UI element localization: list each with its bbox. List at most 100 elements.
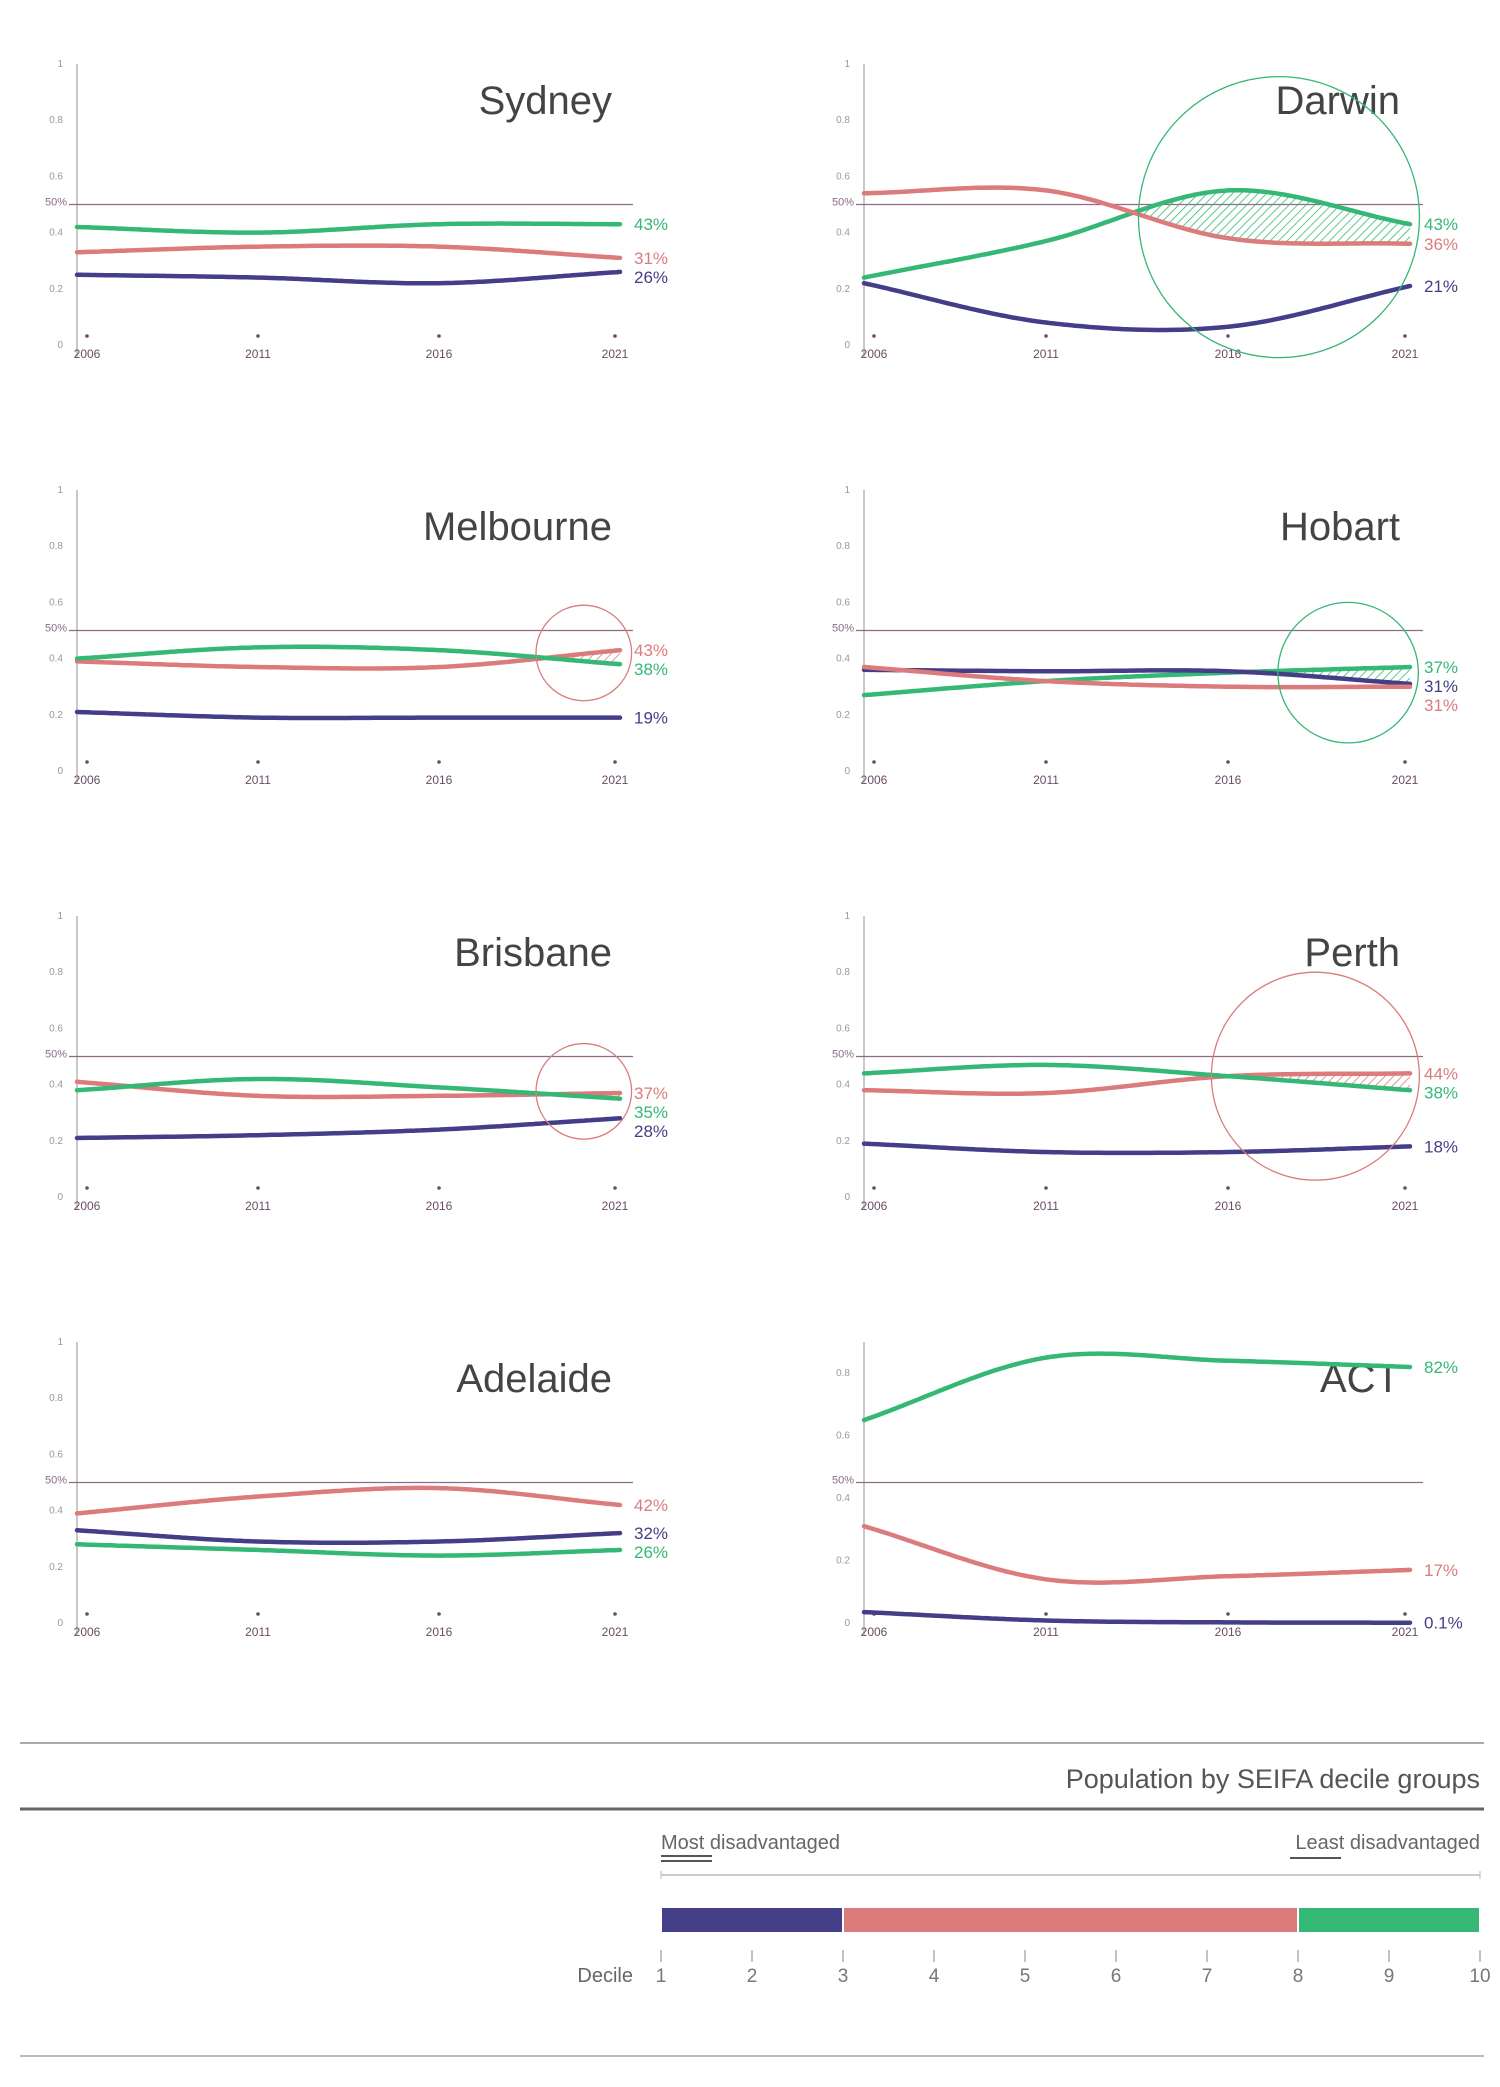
end-value-label: 43%	[634, 641, 668, 660]
end-value-label: 37%	[1424, 658, 1458, 677]
year-marker	[1226, 760, 1230, 764]
fifty-percent-label: 50%	[832, 623, 854, 635]
year-marker	[1226, 1612, 1230, 1616]
year-marker	[1226, 1186, 1230, 1190]
y-tick-label: 1	[57, 59, 63, 70]
x-tick-label: 2011	[245, 1199, 271, 1213]
decile-group-most	[662, 1908, 842, 1932]
chart-title: Brisbane	[454, 931, 612, 975]
x-tick-label: 2006	[74, 347, 101, 361]
end-value-label: 82%	[1424, 1358, 1458, 1377]
year-marker	[256, 334, 260, 338]
decile-group-middle	[844, 1908, 1297, 1932]
chart-darwin: 0 0.2 0.4 0.6 0.8 1 50% 2006 2011 2016 2021 Darwin 4…	[832, 59, 1458, 361]
year-marker	[85, 760, 89, 764]
fifty-percent-label: 50%	[45, 1049, 67, 1061]
x-tick-label: 2016	[426, 773, 453, 787]
end-value-label: 44%	[1424, 1064, 1458, 1083]
least-disadvantaged-label: Least disadvantaged	[1295, 1832, 1480, 1854]
decile-axis-label: Decile	[577, 1965, 633, 1987]
series-line-most	[861, 1141, 1413, 1156]
x-tick-label: 2016	[426, 1199, 453, 1213]
series-line-most	[74, 269, 623, 286]
x-tick-label: 2006	[74, 773, 101, 787]
series-line-least	[861, 1351, 1413, 1423]
end-value-label: 35%	[634, 1103, 668, 1122]
series-line-middle	[74, 647, 623, 671]
y-tick-label: 0.6	[49, 1449, 63, 1460]
y-tick-label: 0.4	[49, 228, 63, 239]
fifty-percent-label: 50%	[45, 1475, 67, 1487]
chart-title: Perth	[1304, 931, 1400, 975]
decile-label: 2	[747, 1966, 758, 1987]
end-value-label: 31%	[1424, 696, 1458, 715]
end-value-label: 43%	[634, 215, 668, 234]
fifty-percent-label: 50%	[45, 197, 67, 209]
year-marker	[85, 1612, 89, 1616]
y-tick-label: 0.4	[49, 654, 63, 665]
x-tick-label: 2011	[245, 1625, 271, 1639]
decile-group-least	[1299, 1908, 1479, 1932]
chart-sydney: 0 0.2 0.4 0.6 0.8 1 50% 2006 2011 2016 2021 Sydney 4…	[45, 59, 668, 361]
y-tick-label: 0.8	[836, 115, 850, 126]
chart-title: Melbourne	[423, 505, 612, 549]
end-value-label: 37%	[634, 1084, 668, 1103]
y-tick-label: 1	[57, 911, 63, 922]
end-value-label: 38%	[634, 660, 668, 679]
series-line-middle	[861, 1523, 1413, 1585]
x-tick-label: 2011	[1033, 1625, 1059, 1639]
series-line-most	[74, 709, 623, 721]
series-line-most	[861, 280, 1413, 333]
x-tick-label: 2016	[1215, 1625, 1242, 1639]
chart-perth: 0 0.2 0.4 0.6 0.8 1 50% 2006 2011 2016 2021 Perth 44…	[832, 911, 1458, 1213]
series-line-least	[74, 221, 623, 235]
year-marker	[1044, 760, 1048, 764]
series-line-middle	[861, 185, 1413, 247]
end-value-label: 42%	[634, 1496, 668, 1515]
year-marker	[1044, 1186, 1048, 1190]
highlight-circle	[535, 1042, 633, 1140]
end-value-label: 0.1%	[1424, 1614, 1463, 1633]
year-marker	[872, 334, 876, 338]
x-tick-label: 2016	[426, 347, 453, 361]
y-tick-label: 0	[844, 766, 850, 777]
end-value-label: 19%	[634, 709, 668, 728]
y-tick-label: 0.2	[836, 1136, 850, 1147]
x-tick-label: 2021	[602, 1199, 629, 1213]
x-tick-label: 2011	[1033, 1199, 1059, 1213]
end-value-label: 18%	[1424, 1137, 1458, 1156]
most-disadvantaged-label: Most disadvantaged	[661, 1832, 840, 1854]
x-tick-label: 2021	[602, 1625, 629, 1639]
decile-label: 7	[1202, 1966, 1213, 1987]
y-tick-label: 0.2	[49, 1562, 63, 1573]
year-marker	[85, 334, 89, 338]
end-value-label: 21%	[1424, 277, 1458, 296]
series-line-middle	[861, 664, 1413, 690]
end-value-label: 28%	[634, 1122, 668, 1141]
fifty-percent-label: 50%	[45, 623, 67, 635]
highlight-circle	[1210, 971, 1420, 1181]
x-tick-label: 2006	[861, 773, 888, 787]
x-tick-label: 2016	[1215, 773, 1242, 787]
y-tick-label: 0.8	[49, 115, 63, 126]
y-tick-label: 1	[844, 911, 850, 922]
chart-title: Darwin	[1276, 79, 1400, 123]
decile-label: 3	[838, 1966, 849, 1987]
x-tick-label: 2016	[1215, 347, 1242, 361]
series-line-most	[74, 1116, 623, 1141]
x-tick-label: 2011	[1033, 773, 1059, 787]
series-line-middle	[74, 1485, 623, 1516]
year-marker	[1403, 1612, 1407, 1616]
year-marker	[1044, 1612, 1048, 1616]
year-marker	[1403, 760, 1407, 764]
chart-title: Sydney	[479, 79, 612, 123]
year-marker	[613, 334, 617, 338]
x-tick-label: 2021	[1392, 1625, 1419, 1639]
decile-label: 9	[1384, 1966, 1395, 1987]
year-marker	[1403, 1186, 1407, 1190]
y-tick-label: 0	[844, 340, 850, 351]
decile-label: 4	[929, 1966, 940, 1987]
x-tick-label: 2021	[602, 347, 629, 361]
